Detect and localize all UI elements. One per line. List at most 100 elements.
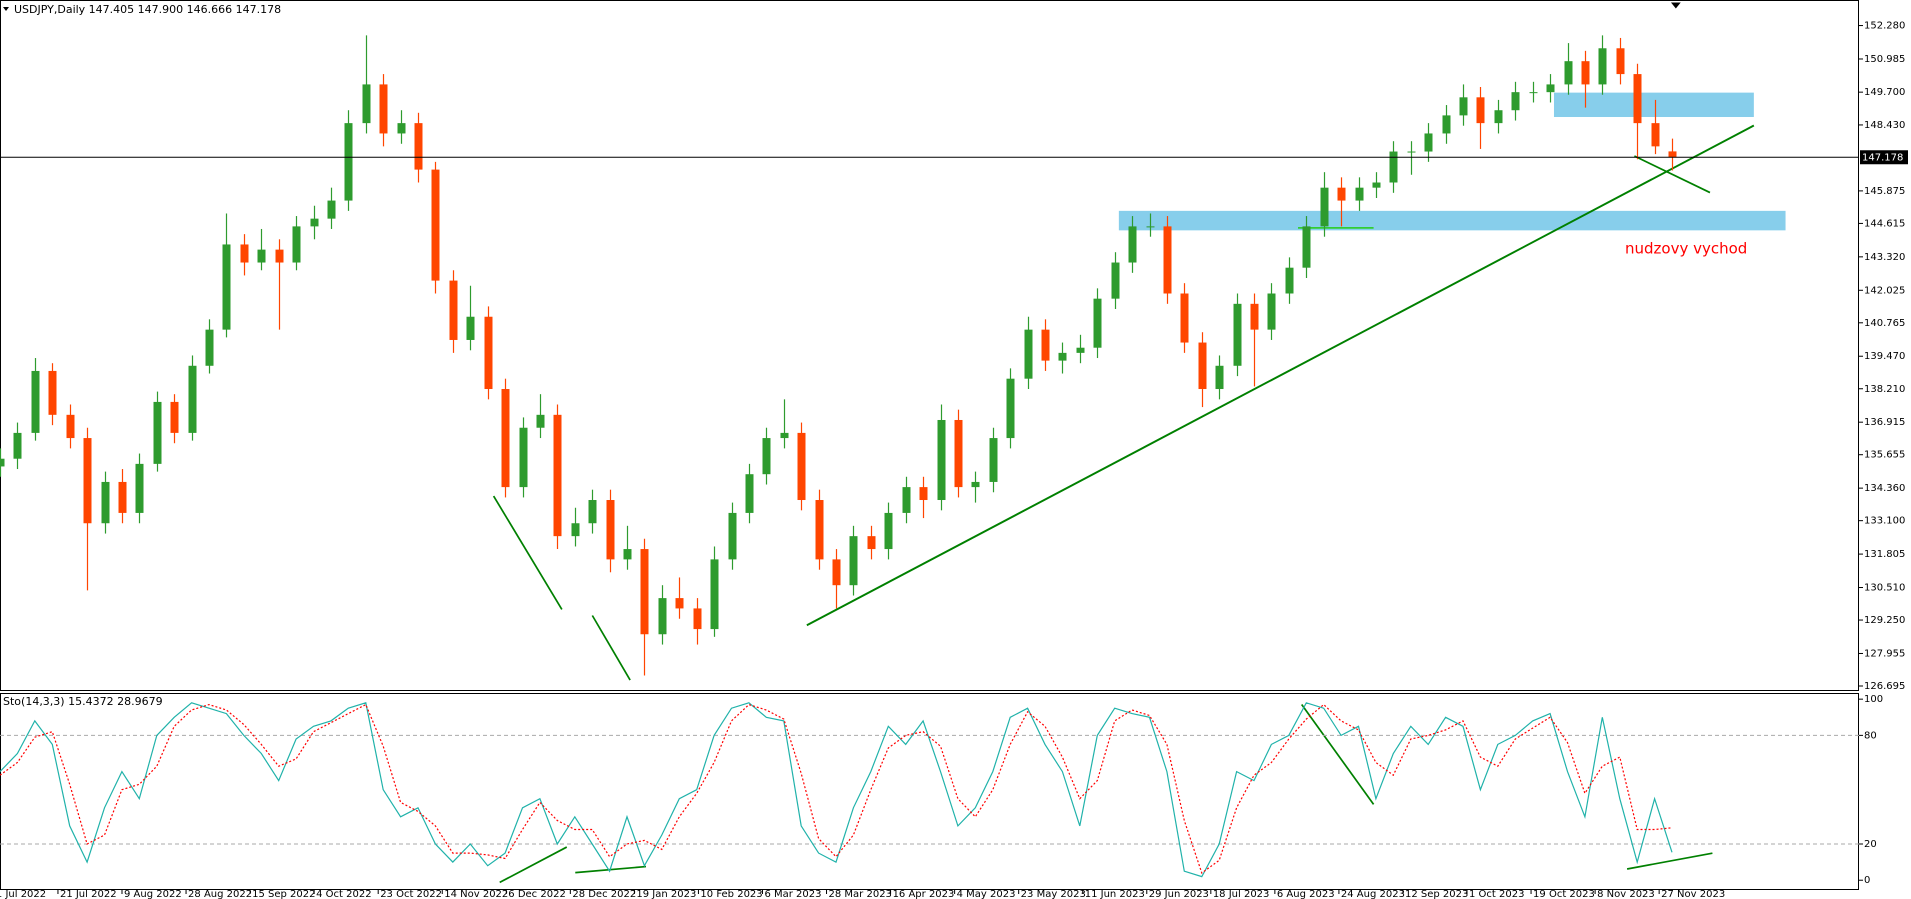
candle-body: [188, 365, 197, 433]
candle-body: [1442, 115, 1451, 134]
y-tick-label: 136.915: [1864, 417, 1905, 428]
stoch-divergence: [1300, 703, 1375, 805]
candle-body: [1076, 347, 1085, 353]
x-tick-label: 12 Sep 2023: [1405, 889, 1468, 899]
shift-marker: [1670, 2, 1681, 9]
candle-body: [1250, 303, 1259, 330]
y-tick-label: 138.210: [1864, 384, 1905, 395]
divergence-line: [1634, 155, 1711, 194]
candle-body: [832, 559, 841, 586]
y-tick-label: 131.805: [1864, 549, 1905, 560]
y-tick-label: 80: [1864, 730, 1877, 741]
trend-line: [806, 124, 1755, 627]
candle-body: [327, 200, 336, 219]
candle-body: [1041, 329, 1050, 361]
stoch-divergence: [1626, 852, 1713, 870]
candle-body: [1024, 329, 1033, 379]
x-tick-label: 21 Jul 2022: [60, 889, 117, 899]
candle-body: [449, 280, 458, 340]
y-tick-label: 100: [1864, 694, 1883, 705]
candle-body: [1267, 293, 1276, 330]
candle-body: [484, 316, 493, 390]
candle-body: [1337, 187, 1346, 201]
y-tick-label: 143.320: [1864, 252, 1905, 263]
x-tick-label: 23 May 2023: [1021, 889, 1086, 899]
candle-body: [1058, 352, 1067, 361]
candle-body: [1320, 187, 1329, 227]
indicator-title: Sto(14,3,3) 15.4372 28.9679: [3, 695, 163, 708]
candle-body: [83, 438, 92, 524]
stoch-divergence: [499, 846, 568, 884]
x-tick-label: 28 Aug 2022: [188, 889, 252, 899]
y-tick-label: 150.985: [1864, 54, 1905, 65]
candle-body: [1407, 151, 1416, 153]
candle-body: [1233, 303, 1242, 366]
y-tick-label: 148.430: [1864, 120, 1905, 131]
candle-body: [153, 401, 162, 464]
candle-body: [240, 244, 249, 263]
stoch-line: [0, 702, 1673, 878]
x-tick-label: 15 Sep 2022: [252, 889, 315, 899]
candle-body: [1494, 110, 1503, 124]
x-tick-label: 14 Nov 2022: [444, 889, 508, 899]
candle-body: [884, 512, 893, 550]
candle-body: [1093, 298, 1102, 348]
y-tick-label: 130.510: [1864, 583, 1905, 594]
candle-body: [1285, 267, 1294, 294]
candle-body: [1529, 92, 1538, 94]
candle-body: [101, 481, 110, 524]
candle-body: [919, 487, 928, 501]
candle-body: [1180, 293, 1189, 343]
candle-body: [867, 536, 876, 550]
x-tick-label: 4 Oct 2022: [316, 889, 371, 899]
candle-body: [571, 523, 580, 537]
x-tick-label: 29 Jun 2023: [1149, 889, 1209, 899]
x-tick-label: 1 Oct 2023: [1469, 889, 1524, 899]
x-tick-label: 6 Dec 2022: [508, 889, 566, 899]
y-tick-label: 133.100: [1864, 516, 1905, 527]
candle-body: [849, 536, 858, 586]
candle-body: [501, 389, 510, 488]
candle-body: [971, 481, 980, 488]
candle-body: [1146, 226, 1155, 228]
candle-body: [902, 487, 911, 513]
y-tick-label: 149.700: [1864, 87, 1905, 98]
candle-body: [780, 432, 789, 439]
candle-body: [1459, 97, 1468, 116]
candle-body: [222, 244, 231, 330]
candle-body: [397, 123, 406, 134]
x-tick-label: 6 Aug 2023: [1277, 889, 1335, 899]
chart-title: USDJPY,Daily 147.405 147.900 146.666 147…: [14, 3, 281, 16]
x-tick-label: 23 Oct 2022: [380, 889, 442, 899]
x-tick-label: 4 May 2023: [957, 889, 1016, 899]
candle-body: [1581, 61, 1590, 85]
y-tick-label: 142.025: [1864, 285, 1905, 296]
candle-body: [275, 249, 284, 263]
x-tick-label: 16 Apr 2023: [893, 889, 955, 899]
candle-body: [0, 458, 5, 467]
candle-body: [1616, 48, 1625, 75]
candle-body: [1163, 226, 1172, 294]
candle-body: [728, 512, 737, 560]
x-tick-label: 8 Nov 2023: [1597, 889, 1655, 899]
y-tick-label: 139.470: [1864, 351, 1905, 362]
candle-body: [362, 84, 371, 124]
candle-body: [1546, 84, 1555, 93]
candle-body: [431, 169, 440, 281]
candle-body: [588, 500, 597, 524]
divergence-line: [492, 495, 563, 610]
candle-body: [1511, 92, 1520, 111]
candle-body: [536, 414, 545, 428]
candle-body: [606, 500, 615, 560]
candle-body: [257, 249, 266, 263]
symbol-icon: [3, 7, 9, 11]
candle-body: [1215, 365, 1224, 390]
candle-body: [13, 432, 22, 459]
candle-body: [48, 370, 57, 415]
candle-body: [623, 549, 632, 560]
support-zone: [1118, 210, 1786, 231]
candle-body: [710, 559, 719, 630]
candle-body: [797, 432, 806, 501]
y-tick-label: 127.955: [1864, 648, 1905, 659]
